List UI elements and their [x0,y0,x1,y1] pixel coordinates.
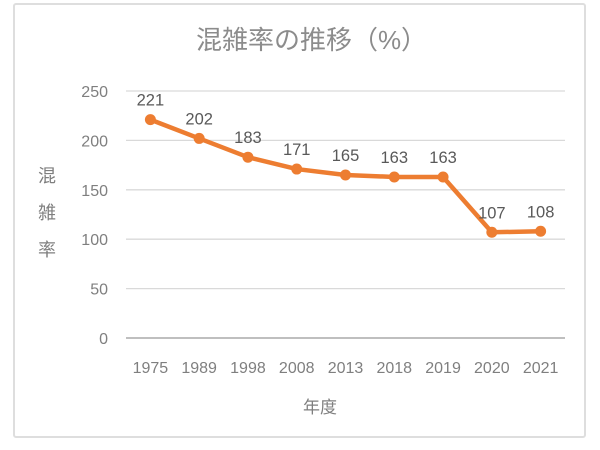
x-tick-label: 2018 [376,360,412,377]
x-tick-label: 2013 [328,360,364,377]
chart-title: 混雑率の推移（%） [195,25,428,55]
y-tick-label: 200 [81,133,108,150]
data-point-label: 171 [283,141,311,159]
data-point-marker [144,114,156,126]
y-axis-title-char: 率 [38,240,56,260]
y-tick-label: 0 [99,331,108,348]
x-tick-label: 1975 [133,360,169,377]
data-point-label: 165 [332,147,360,165]
y-tick-label: 100 [81,232,108,249]
data-point-label: 202 [185,110,213,128]
data-point-marker [437,171,449,183]
x-tick-label: 1998 [230,360,266,377]
data-point-marker [388,171,400,183]
data-point-marker [535,225,547,237]
data-point-marker [193,132,205,144]
y-axis-title-char: 雑 [38,203,56,223]
y-tick-label: 150 [81,183,108,200]
y-axis-title-char: 混 [38,166,56,186]
data-point-marker [291,163,303,175]
chart-frame [13,3,586,438]
data-point-label: 107 [478,204,506,222]
x-axis-title: 年度 [303,398,337,417]
data-point-label: 221 [137,92,165,110]
data-point-label: 108 [527,203,555,221]
y-axis-title: 混雑率 [36,158,58,269]
data-point-marker [340,169,351,181]
data-point-label: 163 [429,149,457,167]
data-point-label: 183 [234,129,262,147]
data-point-label: 163 [381,149,409,167]
x-tick-label: 1989 [181,360,217,377]
data-point-marker [486,226,498,238]
x-tick-label: 2020 [474,360,510,377]
x-tick-label: 2021 [523,360,559,377]
y-tick-label: 50 [90,282,108,299]
data-point-marker [242,151,254,163]
x-tick-label: 2008 [279,360,315,377]
x-tick-label: 2019 [425,360,461,377]
y-tick-label: 250 [81,84,108,101]
